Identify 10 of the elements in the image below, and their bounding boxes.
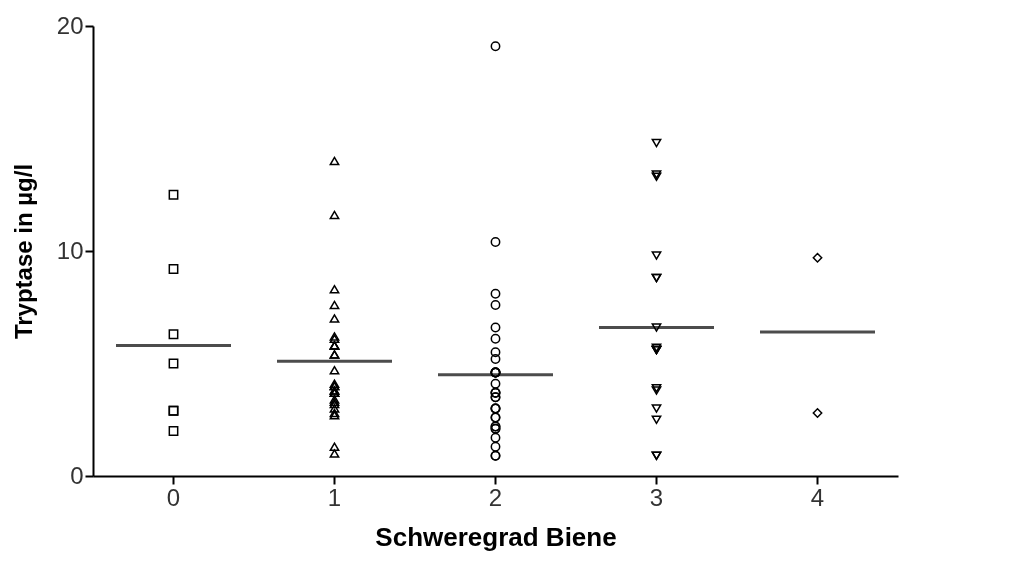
x-tick-label: 4 xyxy=(810,483,825,511)
y-tick-label: 20 xyxy=(56,11,84,39)
y-axis-title: Tryptase in µg/l xyxy=(9,163,37,340)
x-axis-title: Schweregrad Biene xyxy=(375,521,617,552)
x-tick-label: 2 xyxy=(488,483,503,511)
x-tick-label: 1 xyxy=(327,483,342,511)
x-tick-label: 3 xyxy=(649,483,664,511)
y-tick-label: 10 xyxy=(56,236,84,264)
y-tick-label: 0 xyxy=(70,461,84,489)
x-tick-label: 0 xyxy=(166,483,181,511)
